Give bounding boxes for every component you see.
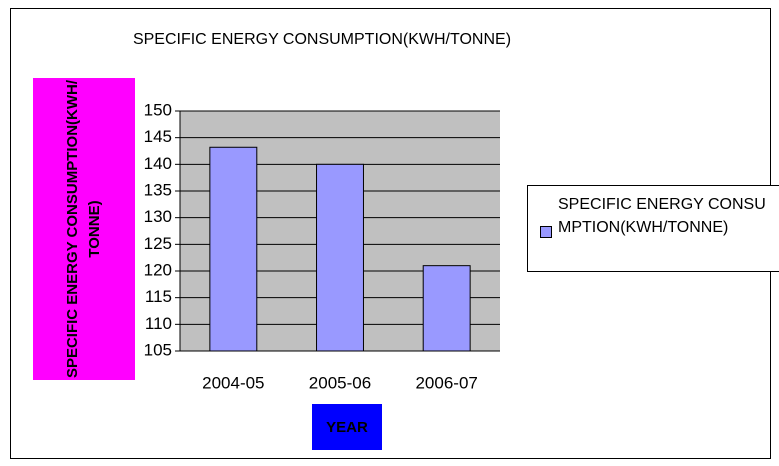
- y-tick-label: 115: [145, 287, 172, 306]
- y-tick-label: 150: [144, 100, 172, 119]
- y-tick-label: 110: [145, 314, 172, 333]
- y-tick-label: 125: [144, 234, 172, 253]
- y-tick-label: 145: [144, 127, 172, 146]
- x-tick-label: 2004-05: [202, 373, 264, 392]
- y-axis-label: SPECIFIC ENERGY CONSUMPTION(KWH/TONNE): [64, 79, 103, 379]
- bar: [209, 146, 258, 352]
- bar: [422, 265, 471, 352]
- y-tick-label: 135: [144, 180, 172, 199]
- y-tick-label: 105: [144, 340, 172, 359]
- legend-swatch: [540, 226, 552, 238]
- chart-title: SPECIFIC ENERGY CONSUMPTION(KWH/TONNE): [133, 31, 511, 48]
- x-tick-label: 2006-07: [415, 373, 477, 392]
- x-axis-label: YEAR: [312, 404, 382, 450]
- y-axis-label-box: SPECIFIC ENERGY CONSUMPTION(KWH/TONNE): [33, 78, 135, 380]
- x-tick-label: 2005-06: [309, 373, 371, 392]
- y-tick-label: 140: [144, 154, 172, 173]
- legend: SPECIFIC ENERGY CONSUMPTION(KWH/TONNE): [527, 185, 779, 272]
- y-tick-label: 130: [144, 207, 172, 226]
- legend-label: SPECIFIC ENERGY CONSUMPTION(KWH/TONNE): [558, 196, 766, 236]
- bar: [316, 163, 364, 352]
- y-tick-label: 120: [144, 260, 172, 279]
